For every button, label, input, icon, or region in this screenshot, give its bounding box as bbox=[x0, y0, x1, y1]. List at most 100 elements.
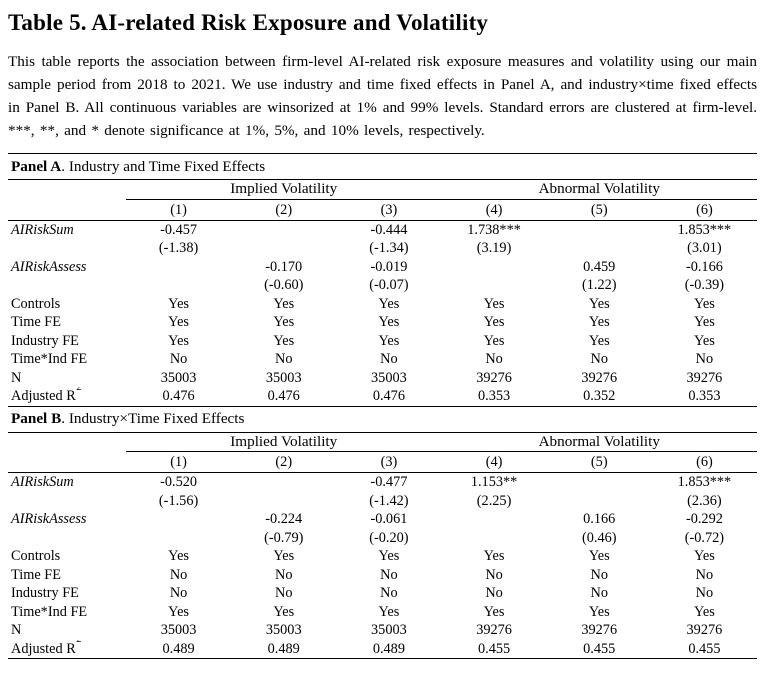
cell: 0.353 bbox=[477, 388, 511, 404]
cell: (-1.56) bbox=[158, 492, 199, 509]
column-number: (6) bbox=[696, 201, 713, 218]
cell: -0.166 bbox=[685, 258, 723, 275]
cell: Yes bbox=[588, 295, 610, 312]
cell: No bbox=[275, 351, 293, 367]
row-label: Industry FE bbox=[11, 332, 79, 349]
cell: (-0.72) bbox=[684, 529, 725, 546]
row-label: Adjusted R2 bbox=[8, 387, 126, 406]
column-number: (1) bbox=[170, 201, 187, 218]
cell: 39276 bbox=[686, 622, 723, 638]
cell: No bbox=[275, 566, 293, 583]
cell: (3.01) bbox=[687, 240, 722, 256]
table-row: AIRiskSum -0.457 -0.444 1.738*** 1.853**… bbox=[8, 221, 757, 240]
cell: 39276 bbox=[581, 369, 618, 386]
cell: Yes bbox=[588, 332, 610, 349]
rule-top bbox=[8, 153, 757, 154]
column-number: (3) bbox=[380, 201, 398, 218]
cell: Yes bbox=[273, 314, 295, 330]
cell bbox=[441, 258, 546, 277]
cell: 35003 bbox=[160, 369, 197, 386]
rule bbox=[8, 472, 757, 473]
cell bbox=[126, 529, 231, 548]
column-number: (5) bbox=[590, 454, 608, 470]
row-label bbox=[8, 276, 126, 295]
cell bbox=[231, 221, 336, 240]
cell: 35003 bbox=[371, 369, 407, 386]
row-label: AIRiskSum bbox=[11, 221, 74, 238]
cell: -0.224 bbox=[265, 511, 303, 527]
cell: Yes bbox=[694, 295, 715, 312]
cell bbox=[126, 510, 231, 529]
cell: Yes bbox=[273, 603, 295, 620]
cell: No bbox=[485, 566, 503, 583]
cell: 0.455 bbox=[477, 640, 511, 657]
table-row: Time FE Yes Yes Yes Yes Yes Yes bbox=[8, 313, 757, 332]
table-row: Industry FE No No No No No No bbox=[8, 584, 757, 603]
table-row: Adjusted R2 0.476 0.476 0.476 0.353 0.35… bbox=[8, 387, 757, 406]
cell: No bbox=[169, 585, 188, 601]
row-label bbox=[8, 529, 126, 548]
cell: -0.019 bbox=[370, 258, 408, 275]
cell: 39276 bbox=[476, 622, 512, 638]
row-label: Time FE bbox=[11, 314, 61, 330]
cell: No bbox=[169, 351, 188, 367]
cell: Yes bbox=[588, 314, 610, 330]
cell: 0.476 bbox=[267, 388, 300, 404]
panel-a-column-numbers-row: (1) (2) (3) (4) (5) (6) bbox=[8, 200, 757, 220]
row-label-text: Adjusted R bbox=[11, 640, 76, 657]
cell: Yes bbox=[694, 603, 715, 620]
table-row: (-0.60) (-0.07) (1.22) (-0.39) bbox=[8, 276, 757, 295]
cell: Yes bbox=[378, 332, 400, 349]
cell: 0.489 bbox=[372, 640, 405, 657]
cell: -0.457 bbox=[160, 221, 198, 238]
cell: Yes bbox=[483, 603, 505, 620]
table-row: Controls Yes Yes Yes Yes Yes Yes bbox=[8, 295, 757, 314]
row-label bbox=[8, 492, 126, 511]
cell: -0.292 bbox=[685, 511, 723, 527]
cell bbox=[231, 473, 336, 492]
cell bbox=[547, 221, 652, 240]
cell: Yes bbox=[168, 603, 189, 620]
group-header-implied-volatility: Implied Volatility bbox=[230, 432, 338, 450]
cell: No bbox=[169, 566, 188, 583]
table-row: (-0.79) (-0.20) (0.46) (-0.72) bbox=[8, 529, 757, 548]
row-label: Time FE bbox=[11, 566, 61, 583]
cell: -0.520 bbox=[160, 474, 198, 490]
cell: Yes bbox=[588, 548, 610, 564]
cell: -0.477 bbox=[370, 474, 408, 490]
table-row: AIRiskSum -0.520 -0.477 1.153** 1.853*** bbox=[8, 473, 757, 492]
table-row: Controls Yes Yes Yes Yes Yes Yes bbox=[8, 547, 757, 566]
cell bbox=[441, 510, 546, 529]
cell: 35003 bbox=[265, 369, 302, 386]
rule bbox=[8, 219, 757, 221]
cell: 1.738*** bbox=[467, 221, 521, 238]
row-label-text: Adjusted R bbox=[11, 388, 76, 404]
row-label: AIRiskSum bbox=[11, 474, 74, 490]
table-row: N 35003 35003 35003 39276 39276 39276 bbox=[8, 369, 757, 388]
row-label: N bbox=[11, 369, 22, 386]
cell: (2.36) bbox=[687, 492, 722, 509]
panel-b-label: Panel B bbox=[11, 410, 62, 427]
cell: No bbox=[380, 351, 398, 367]
cell: Yes bbox=[483, 314, 505, 330]
rule-under-groups bbox=[126, 198, 757, 200]
spacer-cell bbox=[8, 200, 126, 220]
cell: Yes bbox=[588, 603, 610, 620]
cell: 0.476 bbox=[162, 388, 195, 404]
panel-b-group-header-row: Implied Volatility Abnormal Volatility bbox=[8, 433, 757, 452]
cell: No bbox=[275, 585, 293, 601]
cell: Yes bbox=[273, 548, 295, 564]
column-number: (5) bbox=[590, 201, 608, 218]
table-description: This table reports the association betwe… bbox=[8, 53, 757, 139]
cell: No bbox=[380, 585, 398, 601]
cell: (-1.38) bbox=[158, 240, 199, 256]
cell: 1.153** bbox=[470, 474, 518, 490]
table-row: Time*Ind FE Yes Yes Yes Yes Yes Yes bbox=[8, 603, 757, 622]
cell: -0.061 bbox=[370, 511, 408, 527]
cell: No bbox=[695, 566, 714, 583]
panel-a-label: Panel A bbox=[11, 157, 62, 175]
cell: Yes bbox=[168, 295, 189, 312]
row-label: Controls bbox=[11, 295, 61, 312]
cell: 0.353 bbox=[688, 388, 721, 404]
cell: 1.853*** bbox=[677, 221, 732, 238]
